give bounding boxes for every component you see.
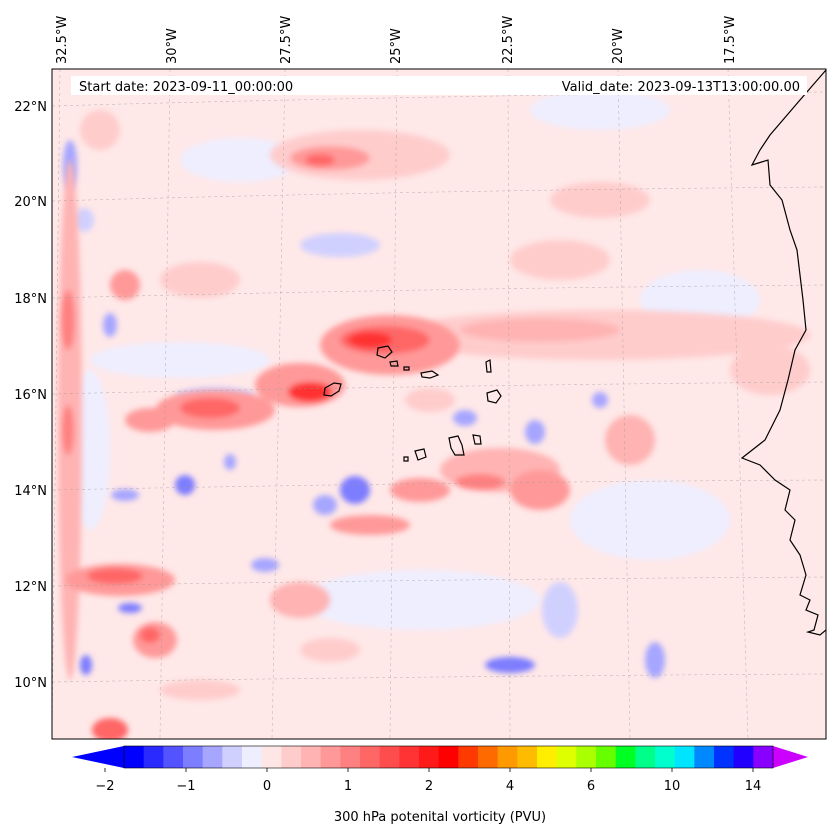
lat-label: 20°N	[14, 195, 47, 210]
map-frame	[51, 68, 827, 740]
colorbar-cell	[242, 746, 263, 768]
colorbar-cell	[497, 746, 518, 768]
colorbar-cell	[124, 746, 145, 768]
lat-label: 10°N	[14, 676, 47, 691]
colorbar-ticks	[104, 768, 754, 772]
lat-label: 14°N	[14, 484, 47, 499]
colorbar-cell	[143, 746, 164, 768]
african-coastline	[740, 69, 826, 636]
colorbar-cell	[674, 746, 695, 768]
colorbar-cell	[438, 746, 459, 768]
colorbar: −2 −1 0 1 2 4 6 10 14 300 hPa potenital …	[72, 745, 808, 825]
colorbar-cell	[183, 746, 204, 768]
lon-label: 27.5°W	[279, 16, 294, 64]
latitude-labels: 22°N 20°N 18°N 16°N 14°N 12°N 10°N	[14, 100, 47, 691]
colorbar-cell	[320, 746, 341, 768]
lon-label: 20°W	[611, 28, 626, 64]
colorbar-tick-label: −1	[176, 779, 195, 794]
colorbar-tick-labels: −2 −1 0 1 2 4 6 10 14	[95, 779, 761, 794]
lon-label: 17.5°W	[723, 16, 738, 64]
colorbar-cell	[615, 746, 636, 768]
positive-pv-areas	[58, 110, 810, 739]
lat-label: 22°N	[14, 100, 47, 115]
colorbar-tick-label: 10	[664, 779, 681, 794]
colorbar-tick-label: −2	[95, 779, 114, 794]
colorbar-cell	[281, 746, 302, 768]
colorbar-tick-label: 1	[344, 779, 352, 794]
colorbar-cell	[517, 746, 538, 768]
colorbar-cell	[576, 746, 597, 768]
lat-label: 16°N	[14, 388, 47, 403]
colorbar-cell	[458, 746, 479, 768]
colorbar-extend-high	[773, 746, 808, 768]
colorbar-cell	[556, 746, 577, 768]
colorbar-cell	[478, 746, 499, 768]
colorbar-cell	[419, 746, 440, 768]
colorbar-tick-label: 2	[425, 779, 433, 794]
valid-date-label: Valid_date: 2023-09-13T13:00:00.00	[562, 80, 800, 95]
colorbar-tick-label: 4	[506, 779, 514, 794]
colorbar-cell	[379, 746, 400, 768]
lat-label: 12°N	[14, 580, 47, 595]
colorbar-cell	[635, 746, 656, 768]
lon-label: 22.5°W	[501, 16, 516, 64]
colorbar-cells	[124, 746, 774, 768]
colorbar-cell	[301, 746, 322, 768]
lat-label: 18°N	[14, 292, 47, 307]
colorbar-extend-low	[72, 746, 124, 768]
map-panel	[52, 69, 826, 739]
colorbar-tick-label: 14	[745, 779, 762, 794]
lon-label: 25°W	[389, 28, 404, 64]
colorbar-cell	[596, 746, 617, 768]
colorbar-cell	[222, 746, 243, 768]
colorbar-tick-label: 6	[587, 779, 595, 794]
colorbar-label: 300 hPa potenital vorticity (PVU)	[334, 810, 546, 825]
colorbar-cell	[399, 746, 420, 768]
colorbar-cell	[714, 746, 735, 768]
colorbar-tick-label: 0	[263, 779, 271, 794]
graticule	[52, 69, 826, 739]
colorbar-cell	[694, 746, 715, 768]
lon-label: 30°W	[165, 28, 180, 64]
colorbar-cell	[733, 746, 754, 768]
colorbar-cell	[163, 746, 184, 768]
lon-label: 32.5°W	[55, 16, 70, 64]
colorbar-cell	[753, 746, 774, 768]
colorbar-cell	[261, 746, 282, 768]
colorbar-frame	[123, 745, 774, 769]
info-box	[71, 76, 807, 95]
cape-verde-islands	[323, 345, 502, 462]
colorbar-cell	[340, 746, 361, 768]
start-date-label: Start date: 2023-09-11_00:00:00	[79, 80, 293, 95]
colorbar-cell	[655, 746, 676, 768]
colorbar-cell	[202, 746, 223, 768]
colorbar-cell	[537, 746, 558, 768]
longitude-labels: 32.5°W 30°W 27.5°W 25°W 22.5°W 20°W 17.5…	[55, 16, 738, 64]
colorbar-cell	[360, 746, 381, 768]
